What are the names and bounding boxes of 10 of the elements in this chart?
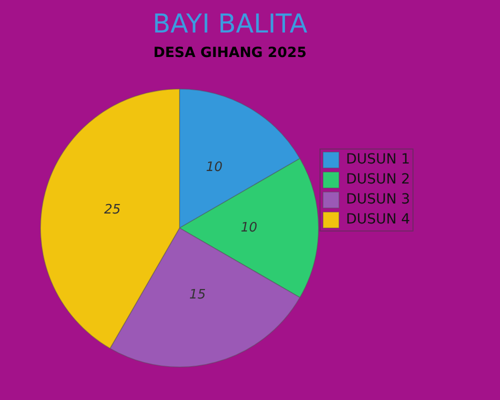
data-label: 10 bbox=[240, 220, 258, 236]
legend-label: DUSUN 3 bbox=[346, 192, 410, 208]
legend-label: DUSUN 4 bbox=[346, 212, 410, 228]
data-label: 15 bbox=[189, 288, 206, 303]
legend-label: DUSUN 1 bbox=[346, 152, 410, 168]
chart-subtitle: DESA GIHANG 2025 bbox=[153, 45, 307, 62]
data-label: 25 bbox=[104, 202, 121, 218]
data-label: 10 bbox=[206, 160, 223, 176]
legend-label: DUSUN 2 bbox=[346, 172, 410, 188]
chart-title: BAYI BALITA bbox=[152, 9, 308, 40]
